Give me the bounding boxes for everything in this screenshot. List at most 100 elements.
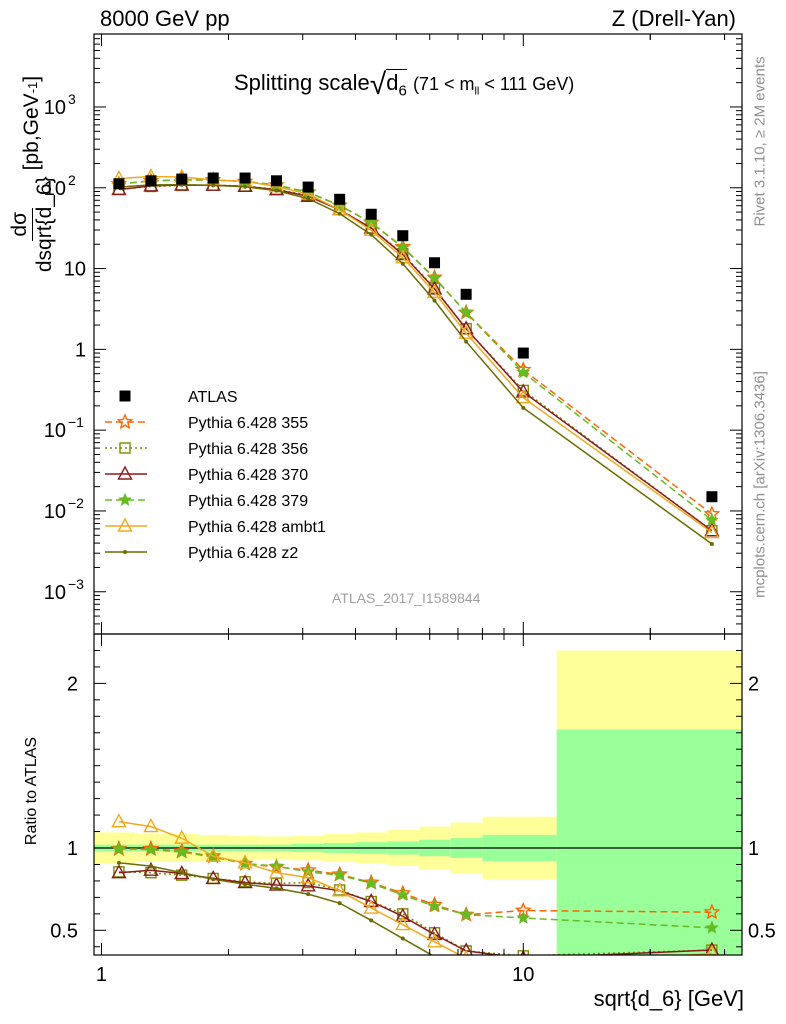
series-ambt1-ratio-point (237, 854, 253, 869)
atlas-point (334, 193, 346, 205)
title-cut: (71 < mll < 111 GeV) (412, 74, 575, 98)
y-tick-label-exponent: −1 (68, 414, 84, 430)
main-frame (93, 33, 743, 635)
y-tick-label: 10 (44, 178, 66, 200)
series-379-ratio-line (118, 848, 712, 929)
series-ambt1-ratio-point (205, 847, 221, 862)
y-tick-label: 10 (44, 582, 66, 604)
atlas-point (239, 172, 251, 184)
series-z2-main (116, 182, 714, 546)
legend-marker (117, 517, 133, 532)
y-tick-label: 10 (44, 97, 66, 119)
series-z2-ratio (116, 860, 714, 972)
atlas-point (207, 172, 219, 184)
y-tick-label-exponent: −2 (68, 495, 84, 511)
series-z2-ratio-line (118, 862, 434, 955)
series-z2-point (243, 184, 248, 189)
ratio-y-tick-label: 0.5 (50, 920, 78, 942)
series-ambt1-ratio (111, 813, 718, 955)
legend-marker (116, 413, 134, 430)
atlas-point (365, 208, 377, 220)
series-379-ratio-point (174, 844, 189, 859)
y-tick-label-exponent: −3 (68, 576, 84, 592)
series-ambt1-point (426, 283, 443, 299)
series-379-point (459, 305, 474, 319)
header-right: Z (Drell-Yan) (611, 6, 736, 31)
series-370-ratio-point (111, 864, 127, 879)
series-379-ratio-point (395, 887, 410, 901)
series-ambt1-ratio-point (395, 916, 411, 931)
series-z2-ratio-point (464, 968, 468, 972)
x-axis-label: sqrt{d_6} [GeV] (593, 986, 744, 1011)
ratio-frame (93, 633, 743, 956)
title-var: d6 (386, 69, 407, 100)
atlas-point (113, 178, 125, 190)
series-370-ratio-point (363, 893, 379, 908)
series-379-point (427, 270, 442, 285)
series-z2-ratio-point (148, 864, 153, 869)
x-tick-label: 1 (96, 964, 107, 986)
y-tick-label: 10 (44, 420, 66, 442)
ratio-uncertainty-bands (94, 650, 742, 955)
watermark: ATLAS_2017_I1589844 (332, 590, 481, 606)
atlas-point (517, 347, 529, 359)
legend-label: Pythia 6.428 379 (188, 493, 308, 510)
series-z2-ratio-point (274, 886, 279, 891)
series-ambt1-ratio-point (174, 829, 190, 844)
atlas-point (145, 175, 157, 187)
ratio-y-tick-label: 1 (67, 838, 78, 860)
series-370-ratio-point (426, 925, 443, 941)
chart-title: Splitting scale√d6 (71 < mll < 111 GeV) (234, 64, 575, 101)
series-z2-point (521, 405, 526, 410)
legend-label: Pythia 6.428 ambt1 (188, 519, 326, 536)
atlas-point (429, 257, 441, 269)
legend-marker (123, 550, 127, 554)
atlas-point (271, 175, 283, 187)
ratio-y-tick-label-right: 1 (748, 838, 759, 860)
y-tick-label: 10 (64, 259, 86, 281)
legend-label: Pythia 6.428 356 (188, 441, 308, 458)
series-355-ratio-point (703, 903, 721, 920)
x-ticks: 1 10 (96, 34, 726, 986)
series-ambt1-point (704, 524, 720, 539)
series-z2-ratio-point (243, 882, 248, 887)
series-z2-point (306, 196, 311, 201)
legend-marker (117, 465, 133, 480)
legend: ATLAS Pythia 6.428 355 Pythia 6.428 356 Pyt… (105, 389, 326, 562)
atlas-data (113, 172, 718, 503)
series-z2-ratio-point (179, 870, 184, 875)
legend-label: Pythia 6.428 355 (188, 415, 308, 432)
series-ambt1-ratio-point (143, 818, 159, 833)
title-var-sub: 6 (398, 82, 407, 100)
atlas-point (460, 288, 472, 300)
y-tick-label: 10 (44, 501, 66, 523)
series-ambt1-point (515, 389, 531, 404)
ratio-y-tick-label-right: 2 (748, 673, 759, 695)
series-370-point (395, 246, 411, 261)
series-ambt1-ratio-point (706, 944, 718, 955)
y-tick-label: 1 (75, 339, 86, 361)
x-tick-label: 10 (512, 964, 534, 986)
series-z2-ratio-point (337, 901, 342, 906)
series-379-ratio-point (516, 910, 531, 924)
legend-marker (118, 492, 132, 506)
series-ambt1-ratio-point (331, 882, 348, 897)
series-ambt1-ratio-point (363, 899, 379, 914)
title-prefix: Splitting scale (234, 70, 370, 95)
series-z2-point (709, 541, 714, 546)
atlas-point (176, 173, 188, 185)
series-z2-point (464, 339, 469, 344)
y-tick-label-exponent: 2 (68, 172, 76, 188)
series-355-line (118, 179, 713, 515)
header-left: 8000 GeV pp (100, 6, 230, 31)
series-z2-ratio-point (710, 968, 714, 972)
sqrt-sign: √ (369, 68, 387, 101)
series-z2-ratio-point (116, 860, 121, 865)
series-ambt1-point (458, 324, 474, 339)
series-z2-point (400, 261, 405, 266)
stat-uncertainty-band (556, 729, 742, 955)
series-z2-point (211, 183, 216, 188)
series-379-ratio-point (704, 920, 719, 934)
legend-marker-atlas (119, 390, 131, 402)
